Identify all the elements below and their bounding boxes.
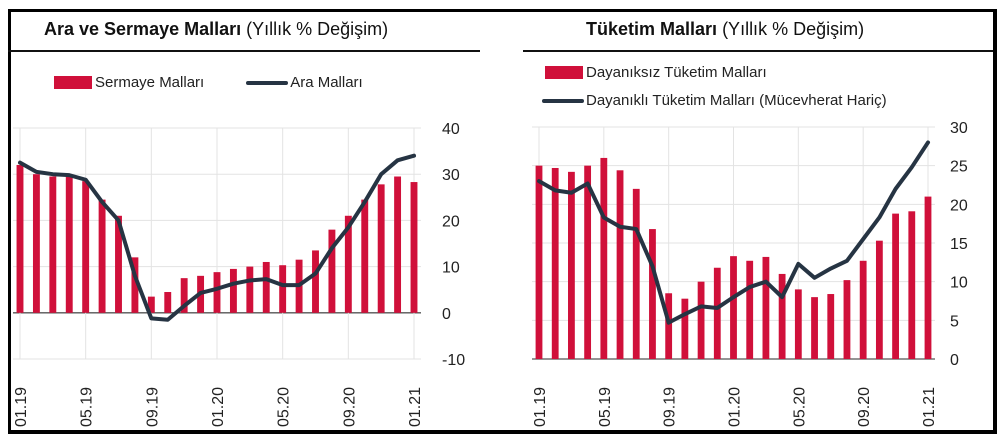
bar [115,215,122,313]
bar [344,215,352,313]
y-tick-label: 10 [950,275,968,292]
bar [616,170,624,359]
right-legend-line: Dayanıklı Tüketim Malları (Mücevherat Ha… [542,92,887,109]
x-tick-label: 01.20 [727,387,744,427]
bar [730,256,737,359]
bar [213,272,221,313]
legend-bar-swatch [545,66,583,79]
bar [778,273,786,359]
x-tick-label: 05.19 [597,387,614,427]
y-tick-label: 40 [442,121,460,138]
legend-label: Dayanıklı Tüketim Malları (Mücevherat Ha… [586,92,887,109]
bar [584,165,592,359]
bar [632,188,640,359]
bar [535,165,543,359]
bar [697,281,705,359]
bar [924,196,932,359]
bar [98,199,106,313]
legend-label: Dayanıksız Tüketim Malları [586,64,767,81]
bar [568,171,575,359]
bar [843,280,851,359]
x-tick-label: 05.19 [79,387,96,427]
legend-line-swatch [542,98,584,103]
bar [394,176,402,313]
y-tick-label: 15 [950,236,968,253]
bar [746,260,754,359]
bar [262,261,270,313]
right-legend-bar: Dayanıksız Tüketim Malları [545,64,767,81]
bar [892,213,899,359]
bar [279,265,287,313]
x-tick-label: 01.21 [921,387,938,427]
bar [908,211,916,359]
left-title-sub: (Yıllık % Değişim) [246,19,389,39]
bar [131,257,139,313]
figure-frame [8,9,997,434]
y-tick-label: 5 [950,313,959,330]
left-chart-title: Ara ve Sermaye Malları (Yıllık % Değişim… [44,19,388,40]
right-title-sub: (Yıllık % Değişim) [722,19,865,39]
right-chart-title: Tüketim Malları (Yıllık % Değişim) [586,19,864,40]
legend-line-swatch [246,80,289,85]
x-tick-label: 05.20 [276,387,293,427]
legend-bar-swatch [54,76,92,89]
y-tick-label: 10 [442,260,460,277]
bar [49,176,57,313]
y-tick-label: -10 [442,352,465,369]
bar [875,240,883,359]
x-tick-label: 09.20 [341,387,358,427]
y-tick-label: 20 [950,197,968,214]
legend-label: Ara Malları [290,74,363,91]
left-title-rule [8,50,480,52]
x-tick-label: 01.21 [407,387,424,427]
x-tick-label: 09.20 [856,387,873,427]
bar [713,267,721,359]
bar [164,292,172,313]
bar [312,250,319,313]
bar [229,268,237,313]
bar [827,294,835,359]
bar [32,174,40,313]
bar [377,184,385,313]
y-tick-label: 30 [442,167,460,184]
legend-label: Sermaye Malları [95,74,205,91]
bar [649,229,656,359]
left-title-main: Ara ve Sermaye Malları [44,19,242,39]
y-tick-label: 0 [442,306,451,323]
bar [16,164,24,313]
bar [681,298,689,359]
y-tick-label: 25 [950,159,968,176]
x-tick-label: 01.19 [13,387,30,427]
bar [794,289,802,359]
bar [361,199,369,313]
bar [65,176,73,313]
bar [82,181,90,313]
bar [811,297,818,359]
bar [762,256,770,359]
bar [665,293,673,359]
right-title-main: Tüketim Malları [586,19,718,39]
y-tick-label: 30 [950,120,968,137]
y-tick-label: 0 [950,352,959,369]
bar [551,167,559,359]
bar [410,182,418,313]
x-tick-label: 09.19 [662,387,679,427]
y-tick-label: 20 [442,213,460,230]
x-tick-label: 09.19 [144,387,161,427]
bar [859,260,867,359]
left-legend: Sermaye Malları Ara Malları [54,74,363,91]
bar [147,296,155,313]
x-tick-label: 05.20 [791,387,808,427]
bar [246,266,254,313]
bar [600,157,608,359]
bar [328,229,336,313]
x-tick-label: 01.20 [210,387,227,427]
bar [180,278,188,313]
right-title-rule [523,50,993,52]
x-tick-label: 01.19 [532,387,549,427]
